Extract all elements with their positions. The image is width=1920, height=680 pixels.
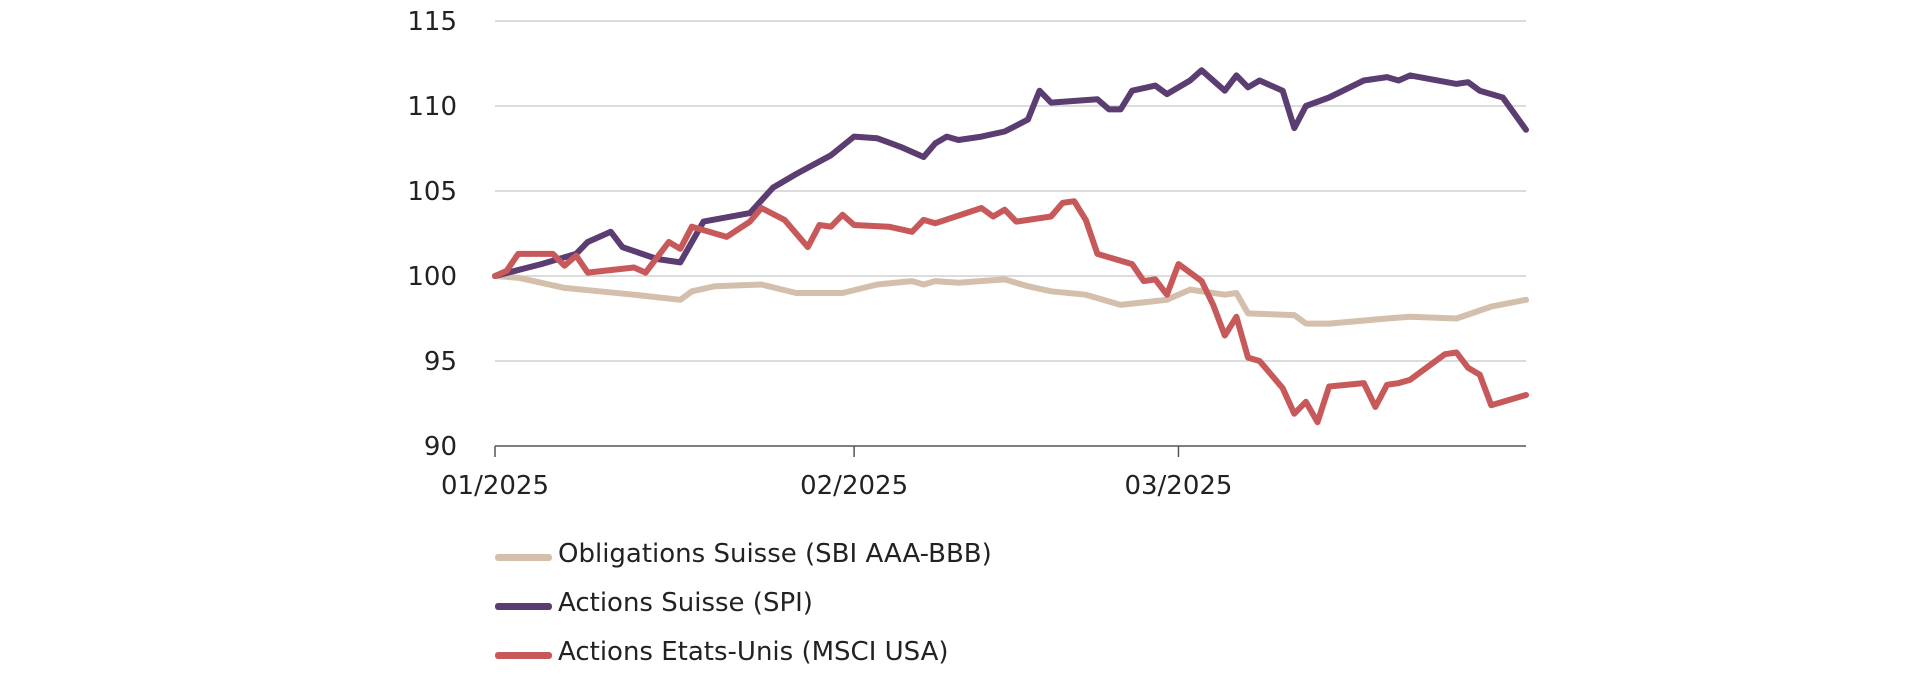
y-tick-label-115: 115: [407, 7, 457, 37]
legend-swatch-actions-etats-unis: [495, 652, 552, 659]
legend-label-obligations-suisse: Obligations Suisse (SBI AAA-BBB): [558, 539, 992, 569]
series-line-2: [492, 67, 1529, 279]
series-line-3: [492, 198, 1529, 426]
y-tick-label-100: 100: [407, 262, 457, 292]
grid-lines: [495, 20, 1526, 362]
y-axis: 90 95 100 105 110 115: [407, 7, 457, 462]
legend-label-actions-suisse: Actions Suisse (SPI): [558, 588, 813, 618]
x-tick-label-2: 02/2025: [800, 471, 908, 501]
x-axis: 01/2025 02/2025 03/2025: [441, 445, 1526, 501]
y-tick-label-105: 105: [407, 177, 457, 207]
legend-label-actions-etats-unis: Actions Etats-Unis (MSCI USA): [558, 637, 949, 667]
y-tick-label-110: 110: [407, 92, 457, 122]
y-tick-label-95: 95: [424, 347, 457, 377]
legend-swatch-actions-suisse: [495, 603, 552, 610]
series-line-1: [492, 273, 1529, 327]
x-tick-label-1: 01/2025: [441, 471, 549, 501]
x-tick-label-3: 03/2025: [1124, 471, 1232, 501]
y-tick-label-90: 90: [424, 432, 457, 462]
series-lines: [492, 67, 1529, 426]
legend-swatch-obligations-suisse: [495, 554, 552, 561]
